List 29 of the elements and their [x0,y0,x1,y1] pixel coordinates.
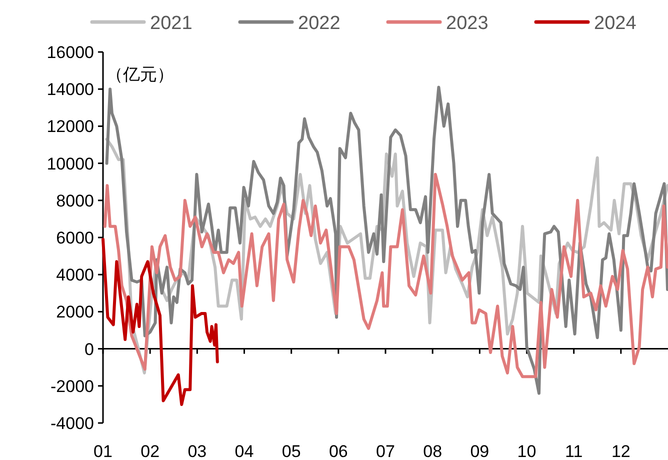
legend-label: 2023 [446,13,488,34]
y-tick-label: 4000 [56,266,94,285]
y-tick-label: 2000 [56,302,94,322]
x-tick-label: 05 [282,442,301,460]
y-tick-label: -4000 [50,414,94,433]
x-tick-label: 12 [611,442,630,460]
x-tick-label: 01 [94,442,112,460]
x-tick-label: 03 [188,442,207,460]
y-tick-label: 6000 [56,228,94,248]
y-tick-label: 14000 [46,80,94,100]
y-tick-label: 0 [84,340,94,359]
legend-label: 2022 [298,13,340,34]
x-tick-label: 08 [423,442,442,460]
legend-label: 2024 [594,13,637,34]
line-series [102,238,219,406]
y-tick-label: 10000 [46,154,94,174]
x-tick-label: 09 [470,442,490,460]
legend-label: 2021 [150,13,192,34]
annotation: （亿元） [106,65,174,84]
x-tick-label: 07 [376,442,395,460]
x-tick-label: 02 [140,442,160,460]
y-tick-label: 12000 [46,117,94,136]
y-tick-label: -2000 [50,376,94,396]
x-tick-label: 11 [565,442,583,460]
y-tick-label: 16000 [46,43,94,62]
y-tick-label: 8000 [56,191,94,210]
x-tick-label: 06 [328,442,348,460]
x-tick-label: 10 [517,442,536,460]
x-tick-label: 04 [234,442,254,460]
